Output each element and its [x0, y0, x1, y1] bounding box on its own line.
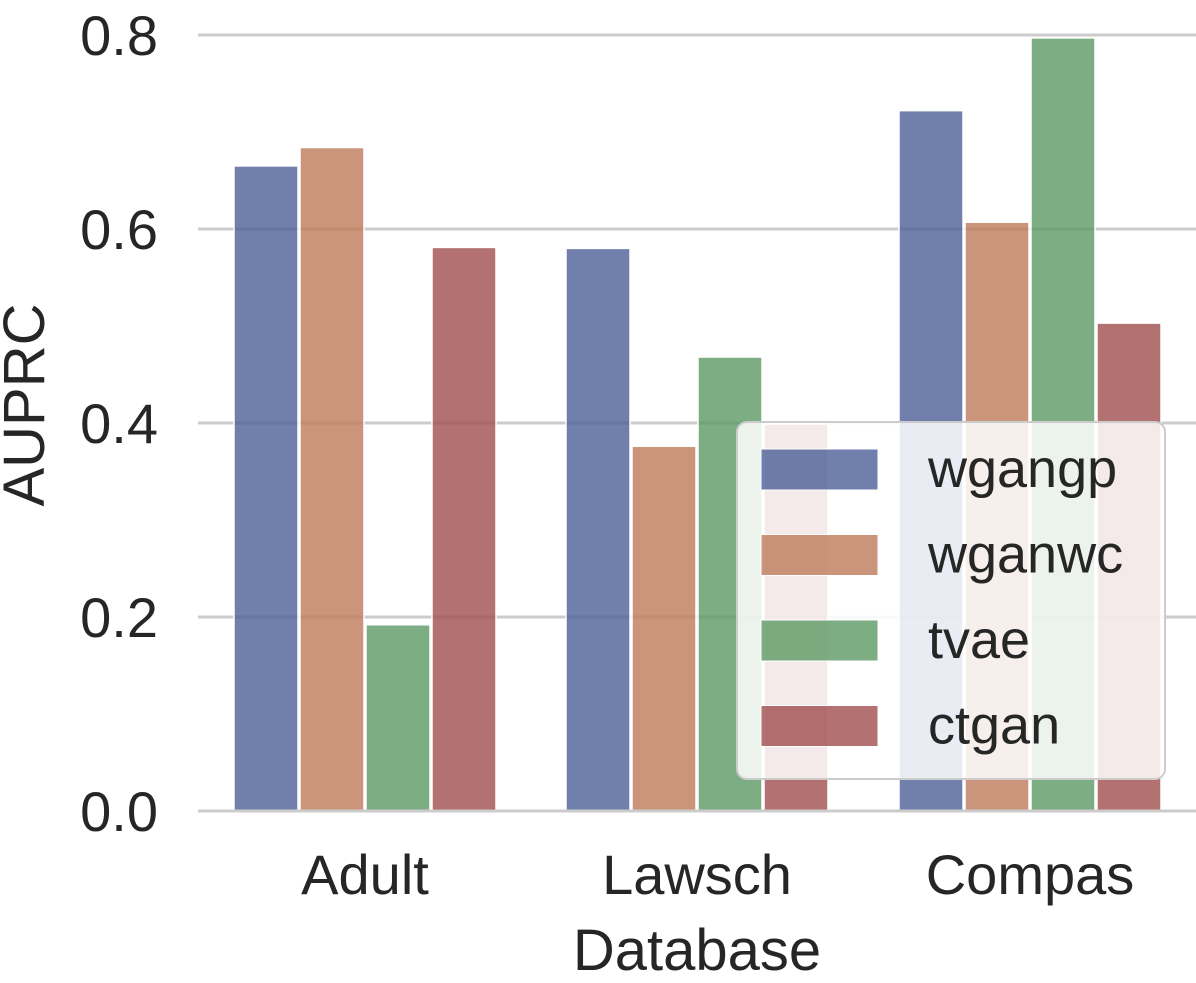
legend-swatch-ctgan	[760, 705, 879, 747]
legend-label-wgangp: wgangp	[927, 439, 1117, 499]
legend-frame	[736, 421, 1166, 780]
x-tick-labels: Adult Lawsch Compas	[301, 843, 1134, 906]
y-tick-labels: 0.0 0.2 0.4 0.6 0.8	[80, 4, 158, 843]
y-tick-label: 0.8	[80, 4, 158, 67]
y-tick-label: 0.0	[80, 780, 158, 843]
bar-ctgan-adult	[431, 246, 497, 812]
y-tick-label: 0.2	[80, 586, 158, 649]
legend-swatch-tvae	[760, 619, 879, 662]
legend-label-ctgan: ctgan	[928, 696, 1060, 756]
y-tick-label: 0.4	[80, 392, 158, 455]
x-tick-label: Compas	[926, 843, 1135, 906]
legend-label-tvae: tvae	[928, 610, 1030, 670]
bar-wgangp-lawsch	[565, 247, 631, 812]
legend-label-wganwc: wganwc	[927, 525, 1123, 585]
legend-items: wgangp wganwc tvae ctgan	[760, 439, 1123, 756]
legend: wgangp wganwc tvae ctgan	[736, 421, 1166, 780]
x-tick-label: Adult	[301, 843, 429, 906]
bar-wgangp-adult	[233, 165, 299, 812]
y-axis-label: AUPRC	[0, 303, 57, 506]
legend-swatch-wgangp	[760, 448, 879, 491]
bar-wganwc-adult	[299, 146, 365, 812]
bar-wganwc-lawsch	[631, 445, 697, 812]
x-axis-label: Database	[573, 918, 821, 983]
legend-swatch-wganwc	[760, 534, 879, 576]
x-tick-label: Lawsch	[602, 843, 792, 906]
y-tick-label: 0.6	[80, 198, 158, 261]
bar-tvae-adult	[365, 624, 431, 812]
